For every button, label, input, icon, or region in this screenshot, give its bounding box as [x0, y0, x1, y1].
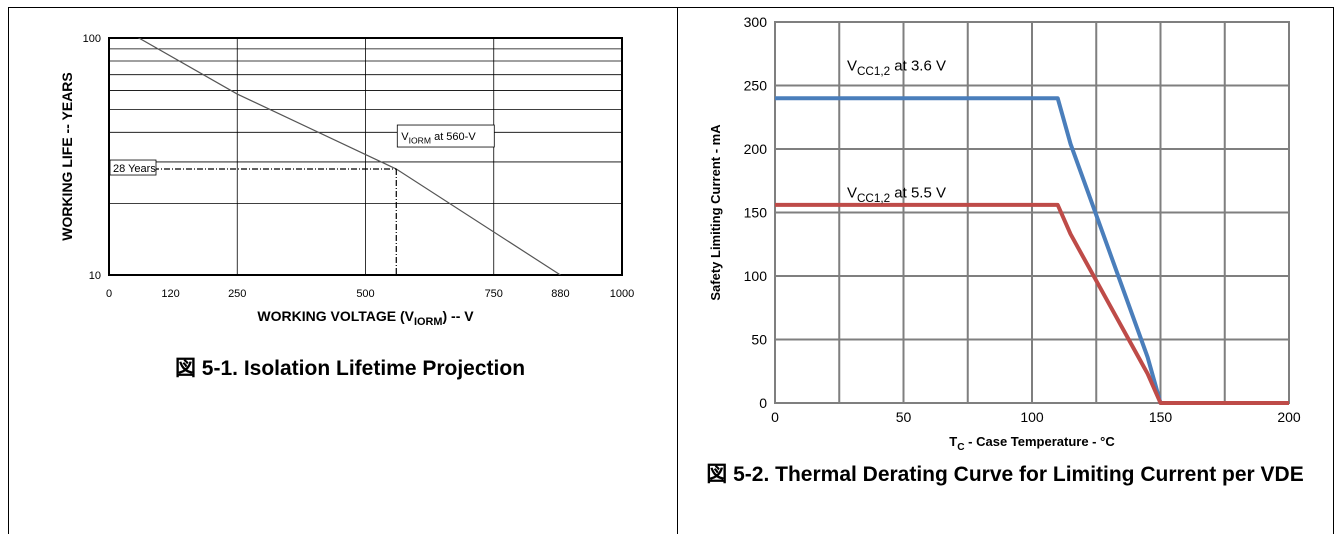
y-axis-label: WORKING LIFE -- YEARS: [59, 72, 75, 241]
annotation-box: [396, 124, 495, 148]
x-tick-label: 200: [1277, 409, 1301, 425]
y-tick-label: 100: [744, 268, 768, 284]
x-tick-label: 250: [228, 288, 246, 300]
annotation-label: VIORM at 560-V: [401, 131, 476, 145]
y-tick-label: 50: [751, 332, 767, 348]
isolation-lifetime-chart: 0 120 250 500 750 880 1000 10 100 WORKING VOLTAGE…: [59, 33, 634, 328]
series-label-2: VCC1,2 at 5.5 V: [847, 184, 946, 205]
x-tick-label: 880: [551, 288, 569, 300]
x-tick-label: 150: [1149, 409, 1173, 425]
series-label-1: VCC1,2 at 3.6 V: [847, 57, 946, 77]
y-tick-label: 300: [744, 14, 768, 30]
figure-divider: [677, 7, 678, 534]
y-tick-label: 250: [744, 78, 768, 94]
x-tick-label: 100: [1020, 409, 1044, 425]
x-tick-label: 0: [771, 409, 779, 425]
figure-caption-1: 図 5-1. Isolation Lifetime Projection: [174, 357, 526, 380]
x-tick-label: 120: [161, 288, 179, 300]
x-tick-label: 50: [896, 409, 912, 425]
y-tick-label: 10: [89, 270, 101, 282]
y-tick-label: 100: [83, 33, 101, 45]
y-tick-label: 150: [744, 205, 768, 221]
y-axis-label: Safety Limiting Current - mA: [708, 124, 723, 301]
x-tick-label: 0: [106, 288, 112, 300]
figure-caption-2: 図 5-2. Thermal Derating Curve for Limiti…: [706, 463, 1304, 486]
x-axis-label: WORKING VOLTAGE (VIORM) -- V: [257, 308, 474, 328]
reference-label-box: [109, 159, 157, 176]
x-tick-label: 500: [356, 288, 374, 300]
plot-frame: [108, 37, 623, 276]
x-axis-label: TC - Case Temperature - °C: [949, 434, 1115, 450]
thermal-derating-chart: 0 50 100 150 200 0 50 100 150 200 250 300 TC - Case …: [708, 14, 1301, 450]
plot-frame: [774, 21, 1290, 404]
reference-label: 28 Years: [113, 163, 156, 175]
x-tick-label: 1000: [610, 288, 634, 300]
y-tick-label: 0: [759, 395, 767, 411]
figure-frame: [8, 7, 1334, 534]
series-line-2: [775, 202, 1289, 405]
lifetime-curve: [137, 38, 561, 275]
x-tick-label: 750: [485, 288, 503, 300]
y-tick-label: 200: [744, 141, 768, 157]
